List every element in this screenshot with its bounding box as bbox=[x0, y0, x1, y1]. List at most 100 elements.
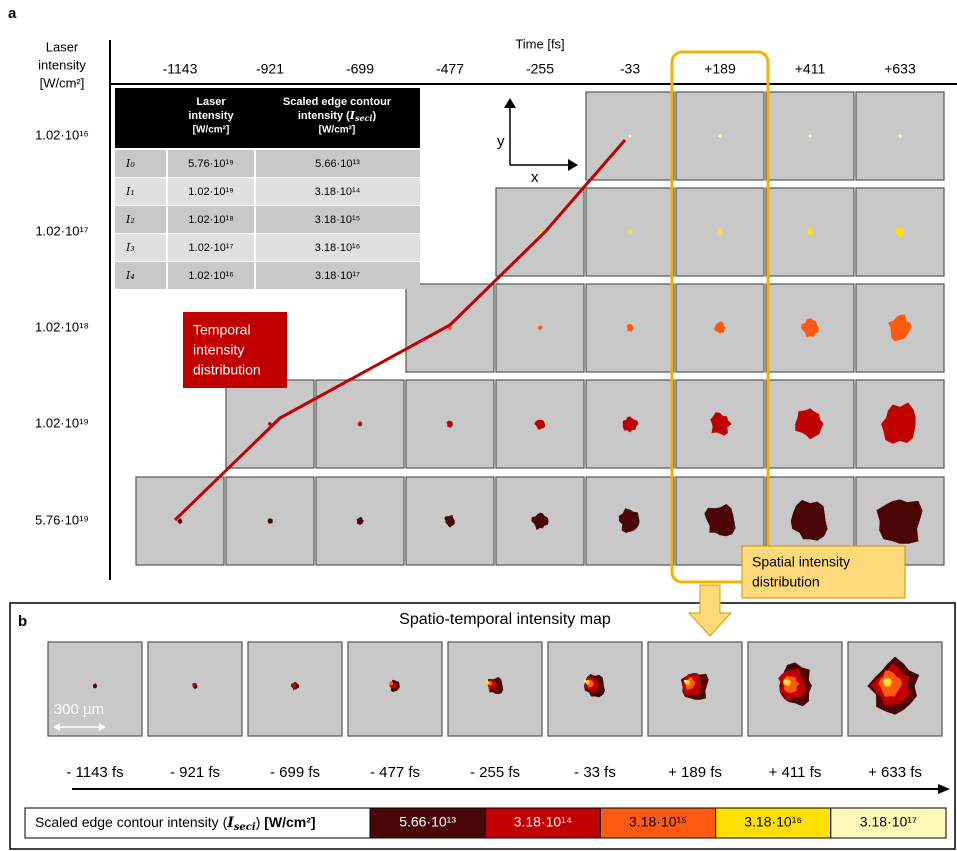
highlight bbox=[670, 50, 770, 584]
spatial-box bbox=[741, 545, 906, 599]
time-label: - 477 fs bbox=[370, 764, 420, 781]
time-label: -33 bbox=[620, 61, 640, 77]
colorbar-swatch bbox=[369, 807, 486, 839]
time-label: -477 bbox=[436, 61, 464, 77]
spot bbox=[583, 679, 587, 683]
spot bbox=[444, 514, 455, 528]
table-cell: 1.02·10¹⁷ bbox=[189, 242, 234, 254]
table-cell: 3.18·10¹⁵ bbox=[315, 214, 361, 226]
spot bbox=[357, 421, 363, 427]
table-row bbox=[115, 206, 420, 233]
table-cell: 5.66·10¹³ bbox=[315, 158, 360, 170]
spot bbox=[628, 229, 633, 235]
table-cell: I₁ bbox=[125, 185, 135, 198]
time-label: -1143 bbox=[163, 61, 198, 77]
symbol: I bbox=[226, 815, 234, 831]
time-label: + 411 fs bbox=[769, 764, 822, 781]
colorbar-level: 3.18·10¹⁴ bbox=[514, 814, 572, 830]
colorbar-label: Scaled edge contour intensity (Iseci) [W… bbox=[35, 814, 316, 833]
time-label: -699 bbox=[346, 61, 374, 77]
spot bbox=[537, 325, 543, 331]
y-title: Laser bbox=[46, 39, 79, 54]
spot bbox=[801, 318, 819, 338]
spot bbox=[538, 229, 542, 235]
spot bbox=[92, 683, 98, 689]
table-cell: I₄ bbox=[125, 269, 135, 282]
arrowhead bbox=[568, 159, 578, 171]
axis-label: x bbox=[531, 169, 539, 186]
spot bbox=[717, 228, 723, 235]
table-cell: 5.76·10¹⁹ bbox=[188, 158, 234, 170]
y-title: [W/cm²] bbox=[40, 75, 85, 90]
spot bbox=[710, 412, 732, 436]
temporal-box bbox=[183, 312, 287, 388]
spot bbox=[883, 679, 887, 684]
temporal-text: intensity bbox=[193, 342, 244, 358]
spot bbox=[356, 516, 365, 526]
spot bbox=[790, 499, 828, 541]
spot bbox=[704, 504, 736, 537]
spot bbox=[783, 679, 787, 683]
table-header-text: [W/cm²] bbox=[319, 125, 356, 136]
spot bbox=[618, 508, 640, 533]
spot bbox=[177, 518, 183, 524]
temporal-line bbox=[173, 139, 627, 522]
intensity-label: 1.02·10¹⁸ bbox=[35, 319, 89, 334]
spot bbox=[876, 499, 923, 544]
table-row bbox=[115, 262, 420, 289]
table-cell: 3.18·10¹⁶ bbox=[315, 242, 361, 254]
table-header-text: Scaled edge contour bbox=[283, 96, 392, 108]
image-cell bbox=[47, 641, 143, 737]
spot bbox=[887, 314, 912, 342]
table-header-text: intensity (Iseci) bbox=[298, 109, 377, 123]
table-row bbox=[115, 178, 420, 205]
time-label: +633 bbox=[884, 61, 916, 77]
temporal-text: Temporal bbox=[193, 322, 251, 338]
arrowhead bbox=[938, 784, 950, 794]
intensity-label: 5.76·10¹⁹ bbox=[35, 512, 89, 527]
arrowhead bbox=[504, 98, 516, 108]
table-cell: I₃ bbox=[125, 241, 135, 254]
time-label: -255 bbox=[526, 61, 554, 77]
table-cell: 3.18·10¹⁴ bbox=[315, 186, 361, 198]
spatial-text: distribution bbox=[752, 574, 820, 590]
intensity-label: 1.02·10¹⁹ bbox=[35, 415, 89, 430]
table-header-text: intensity bbox=[188, 110, 234, 122]
subscript: seci bbox=[234, 822, 256, 833]
panel-label: a bbox=[8, 5, 17, 22]
spot bbox=[713, 321, 727, 334]
spot bbox=[808, 134, 812, 138]
arrowhead bbox=[53, 723, 60, 731]
time-label: - 699 fs bbox=[270, 764, 320, 781]
temporal-text: distribution bbox=[193, 362, 261, 378]
spot bbox=[534, 419, 546, 430]
spot bbox=[389, 681, 394, 686]
text: Scaled edge contour intensity ( bbox=[35, 814, 228, 830]
time-label: +189 bbox=[704, 61, 736, 77]
colorbar-swatch bbox=[599, 807, 717, 839]
table-cell: I₀ bbox=[125, 157, 135, 170]
spatial-text: Spatial intensity bbox=[752, 554, 850, 570]
axis-label: y bbox=[497, 133, 505, 150]
table-row bbox=[115, 150, 420, 177]
spot bbox=[628, 134, 632, 138]
time-label: + 633 fs bbox=[868, 764, 922, 781]
spot bbox=[898, 134, 902, 139]
header-part: I bbox=[349, 109, 356, 122]
table-header bbox=[115, 88, 420, 148]
spot bbox=[192, 682, 197, 688]
time-label: - 33 fs bbox=[574, 764, 616, 781]
panel-label: b bbox=[18, 613, 27, 630]
arrowhead bbox=[99, 723, 106, 731]
spot bbox=[291, 682, 297, 688]
x-title: Time [fs] bbox=[515, 36, 564, 51]
table-row bbox=[115, 234, 420, 261]
colorbar-level: 3.18·10¹⁷ bbox=[860, 814, 917, 830]
image-cell bbox=[765, 379, 855, 469]
spot bbox=[895, 227, 905, 238]
colorbar-level: 3.18·10¹⁶ bbox=[744, 814, 802, 830]
colorbar-swatch bbox=[830, 807, 947, 839]
spot bbox=[683, 679, 687, 683]
header-part: intensity ( bbox=[298, 110, 350, 122]
